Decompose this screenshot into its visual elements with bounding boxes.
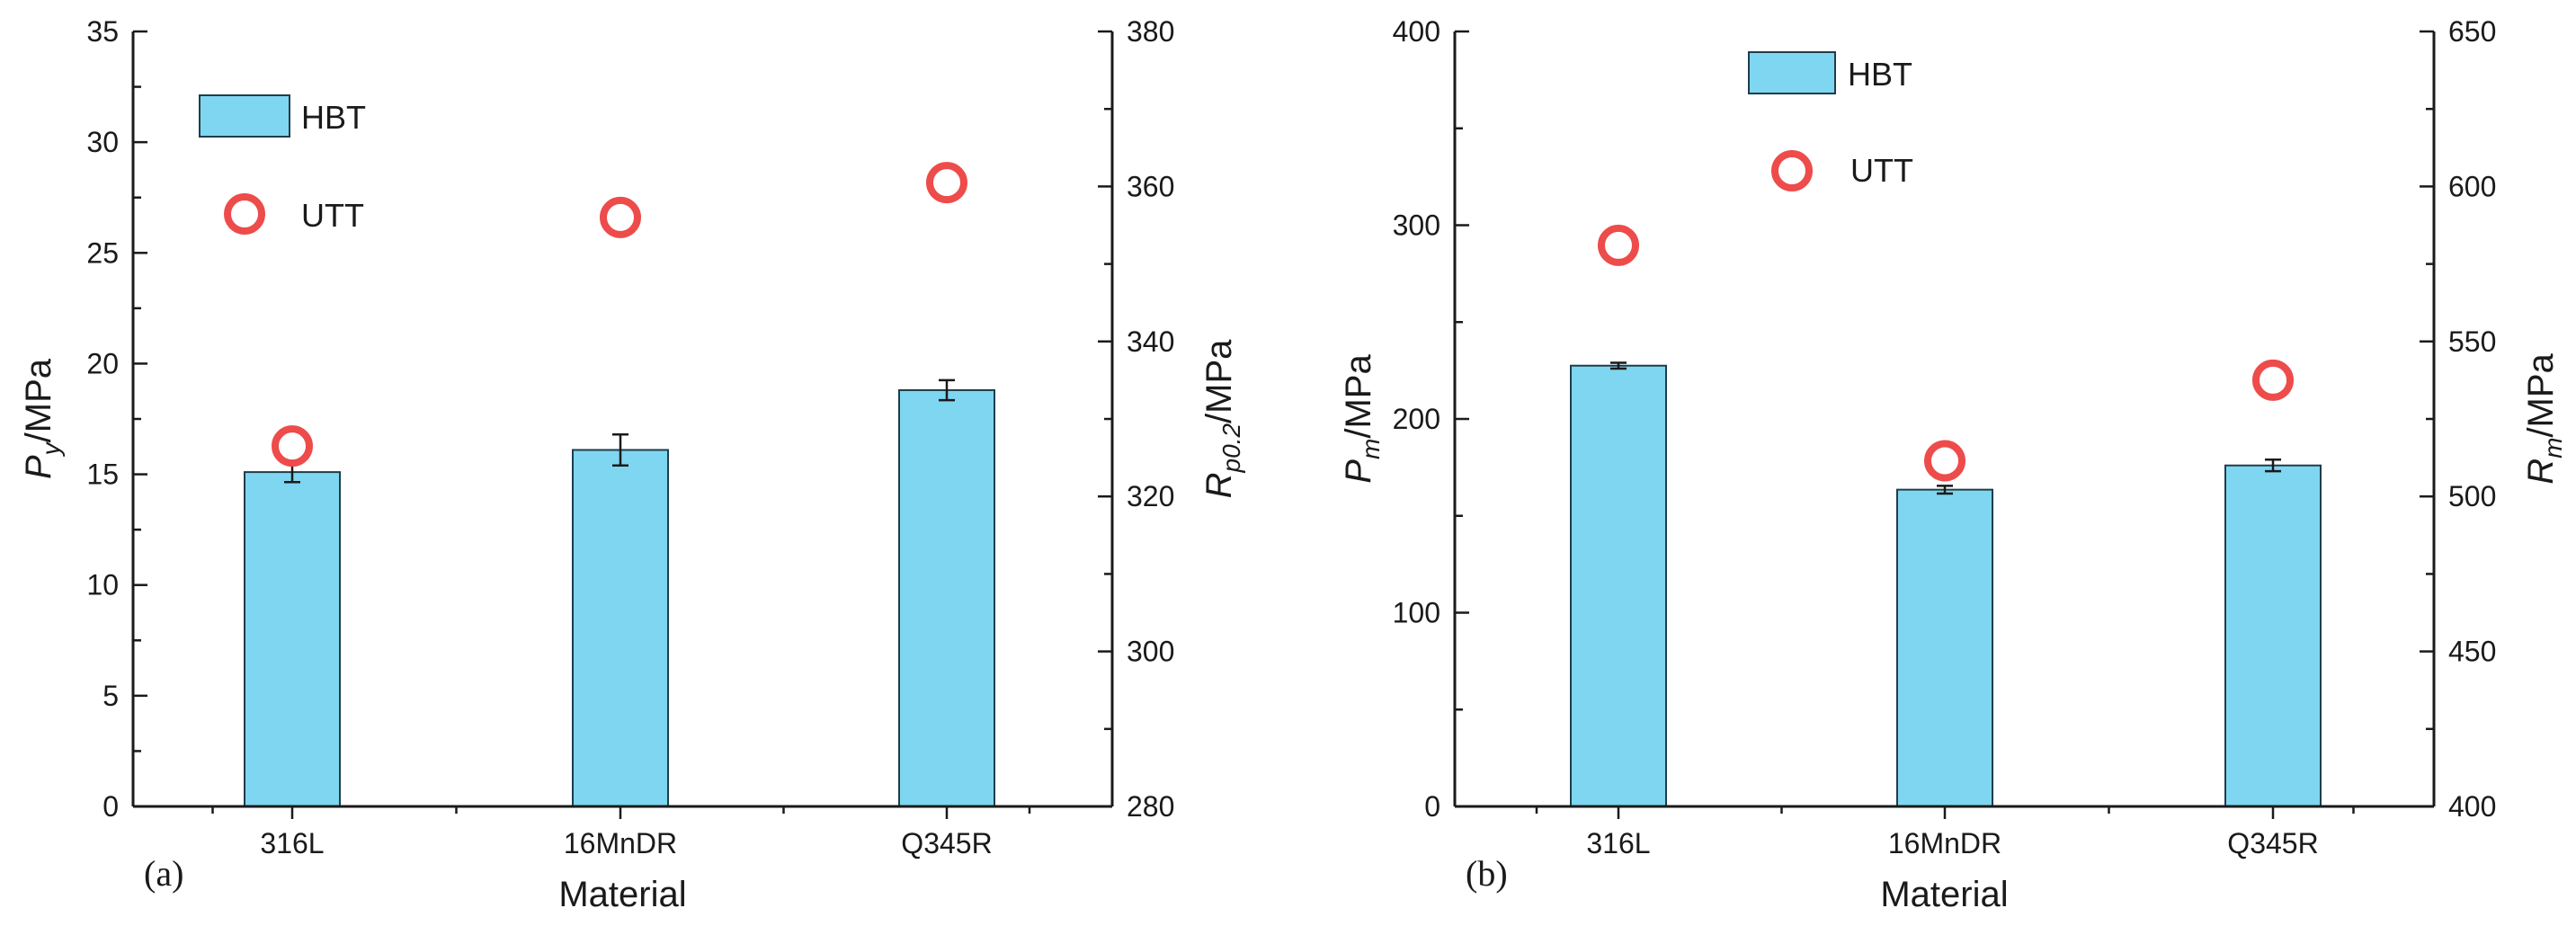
right-tick-label: 550 [2448,325,2496,358]
axis-title-main: R [1199,472,1239,498]
axis-title-subscript: m [1357,439,1385,459]
x-tick-label: 16MnDR [564,827,677,859]
legend-hbt-swatch [1748,51,1836,94]
axis-title-unit: /MPa [1339,354,1378,439]
legend: HBT UTT [1748,51,1913,191]
left-tick-label: 15 [86,459,119,491]
legend-utt-swatch [224,193,265,235]
legend-utt-swatch [1771,150,1813,191]
axis-title-unit: /MPa [2521,352,2561,437]
utt-marker [272,425,313,467]
hbt-bar [1570,364,1667,807]
axis-title-subscript: p0.2 [1217,423,1245,474]
left-tick-label: 25 [86,236,119,269]
right-tick-label: 300 [1127,636,1174,668]
right-tick-label: 320 [1127,480,1174,512]
utt-marker [1598,224,1639,266]
left-axis-title: Pm/MPa [1339,354,1385,484]
right-tick-label: 400 [2448,790,2496,823]
x-tick-label: 316L [1586,827,1650,859]
legend-utt-label: UTT [1850,152,1913,189]
hbt-bar [2224,464,2322,807]
x-axis-title: Material [1880,875,2008,914]
left-tick-label: 200 [1393,403,1440,435]
right-tick-label: 340 [1127,325,1174,358]
x-tick-label: 316L [260,827,324,859]
error-bar [1610,361,1627,370]
error-bar [612,432,628,467]
left-tick-label: 400 [1393,15,1440,48]
left-tick-label: 300 [1393,209,1440,242]
left-tick-label: 35 [86,15,119,48]
error-bar [1937,485,1953,495]
panel-label: (b) [1466,853,1508,894]
right-axis-title: Rm/MPa [2521,352,2567,484]
axis-title-main: R [2521,459,2561,485]
axis-title-unit: /MPa [19,358,58,442]
x-tick-label: Q345R [901,827,992,859]
utt-marker [2252,359,2294,401]
hbt-bar [572,449,669,807]
utt-marker [1924,440,1965,482]
legend-hbt-label: HBT [1848,56,1912,93]
hbt-bar [1896,488,1993,807]
right-tick-label: 600 [2448,170,2496,202]
left-tick-label: 100 [1393,597,1440,629]
left-axis-title: Py/MPa [19,358,65,479]
right-axis-title: Rp0.2/MPa [1199,339,1245,499]
x-tick-label: Q345R [2227,827,2318,859]
legend-hbt-swatch [199,94,290,138]
axis-title-unit: /MPa [1199,339,1239,423]
left-tick-label: 5 [103,680,119,712]
chart-panel-b: 0 100 200 300 400 400 450 500 550 600 650 316L 16MnD… [1339,15,2567,914]
axis-title-main: P [19,455,58,479]
legend: HBT UTT [199,94,366,235]
right-tick-label: 360 [1127,170,1174,202]
utt-marker [600,196,641,238]
left-tick-label: 20 [86,347,119,379]
x-axis-title: Material [558,875,686,914]
error-bar [939,378,955,402]
utt-marker [926,162,967,204]
left-tick-label: 0 [103,790,119,823]
right-tick-label: 280 [1127,790,1174,823]
error-bar [2265,459,2281,473]
right-tick-label: 650 [2448,15,2496,48]
axis-title-main: P [1339,459,1378,484]
left-tick-label: 10 [86,569,119,601]
x-tick-label: 16MnDR [1888,827,2001,859]
hbt-bar [244,471,341,807]
right-tick-label: 380 [1127,15,1174,48]
axis-title-subscript: y [37,441,65,457]
panel-label: (a) [144,853,183,894]
right-tick-label: 450 [2448,636,2496,668]
hbt-bar [898,388,995,807]
left-tick-label: 30 [86,126,119,158]
legend-utt-label: UTT [301,197,364,234]
right-tick-label: 500 [2448,480,2496,512]
chart-panel-a: 0 5 10 15 20 25 30 35 280 300 320 340 360 380 316L 16Mn… [19,15,1245,914]
legend-hbt-label: HBT [301,99,366,136]
axis-title-subscript: m [2539,438,2567,459]
left-tick-label: 0 [1424,790,1440,823]
